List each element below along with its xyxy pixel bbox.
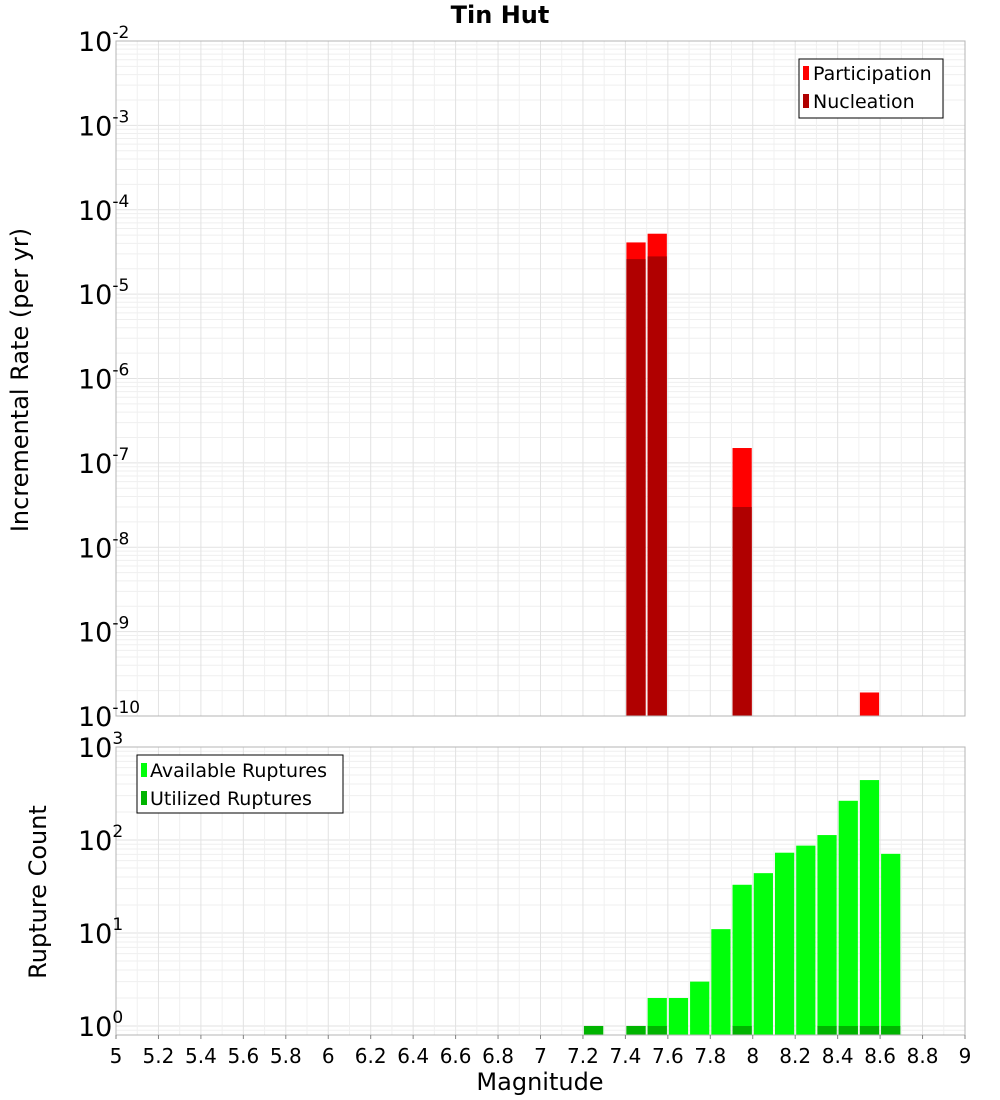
available-ruptures-bar [647, 997, 667, 1035]
rate-bars [626, 233, 880, 716]
available-ruptures-bar [859, 780, 880, 1035]
participation-legend-label: Participation [813, 63, 932, 85]
nucleation-legend-swatch [803, 94, 809, 108]
utilized-ruptures-bar [626, 1025, 646, 1035]
utilized-ruptures-bar [859, 1025, 880, 1035]
magnitude-x-tick-label: 8.8 [907, 1044, 939, 1068]
magnitude-x-tick-label: 9 [959, 1044, 972, 1068]
rate-y-tick-label: 10-8 [78, 529, 129, 564]
magnitude-x-tick-label: 8.4 [822, 1044, 854, 1068]
utilized-ruptures-bar [583, 1025, 604, 1035]
rate-y-tick-label: 10-4 [78, 192, 129, 227]
rate-legend: Participation Nucleation [798, 58, 944, 119]
magnitude-x-tick-label: 5.6 [227, 1044, 259, 1068]
available-ruptures-bar [796, 845, 816, 1035]
rate-grid [115, 41, 966, 717]
utilized-ruptures-bar [647, 1025, 667, 1035]
available-ruptures-bar [711, 929, 731, 1035]
available-ruptures-legend-label: Available Ruptures [150, 760, 327, 782]
nucleation-bar [647, 256, 667, 716]
available-ruptures-bar [690, 981, 710, 1035]
rate-y-axis-label: Incremental Rate (per yr) [6, 228, 34, 532]
count-bars [583, 780, 901, 1035]
magnitude-x-tick-labels: 5 5.2 5.4 5.6 5.8 6 6.2 6.4 6.6 6.8 7 7.2 7.4 7.6 7.8 8… [110, 1035, 972, 1068]
rate-y-tick-label: 10-10 [78, 698, 140, 733]
rupture-count-panel: 103 102 101 100 5 5.2 5.4 5.6 5.8 6 6.2 6.4 6.6 6.8 7… [24, 729, 971, 1096]
magnitude-x-tick-label: 6 [322, 1044, 335, 1068]
count-y-tick-label: 100 [78, 1008, 123, 1043]
count-y-tick-label: 101 [78, 915, 123, 950]
chart-title: Tin Hut [451, 1, 550, 29]
utilized-ruptures-bar [732, 1025, 752, 1035]
magnitude-x-tick-label: 8.6 [864, 1044, 896, 1068]
nucleation-legend-label: Nucleation [813, 91, 915, 113]
rate-y-tick-labels: 10-2 10-3 10-4 10-5 10-6 10-7 10-8 10-9 10-10 [78, 23, 140, 733]
available-ruptures-legend-swatch [141, 763, 147, 777]
nucleation-bar [626, 259, 646, 716]
rate-y-tick-label: 10-7 [78, 445, 129, 480]
available-ruptures-bar [817, 835, 837, 1035]
magnitude-x-tick-label: 6.6 [440, 1044, 472, 1068]
magnitude-x-tick-label: 7 [534, 1044, 547, 1068]
magnitude-x-tick-label: 6.2 [355, 1044, 387, 1068]
count-y-axis-label: Rupture Count [24, 805, 52, 979]
magnitude-x-tick-label: 6.4 [397, 1044, 429, 1068]
magnitude-x-axis-label: Magnitude [476, 1068, 603, 1096]
magnitude-x-tick-label: 7.4 [609, 1044, 641, 1068]
rate-legend-box [798, 58, 944, 119]
count-y-tick-labels: 103 102 101 100 [78, 729, 123, 1043]
rate-y-tick-label: 10-6 [78, 361, 129, 396]
magnitude-x-tick-label: 7.8 [694, 1044, 726, 1068]
rate-y-tick-label: 10-5 [78, 276, 129, 311]
rate-y-tick-label: 10-2 [78, 23, 129, 58]
utilized-ruptures-bar [881, 1025, 901, 1035]
count-y-tick-label: 103 [78, 729, 123, 764]
available-ruptures-bar [668, 997, 689, 1035]
magnitude-x-tick-label: 8.2 [779, 1044, 811, 1068]
available-ruptures-bar [838, 800, 858, 1035]
count-y-tick-label: 102 [78, 822, 123, 857]
utilized-ruptures-bar [838, 1025, 858, 1035]
magnitude-x-tick-label: 5.4 [185, 1044, 217, 1068]
magnitude-x-tick-label: 5.8 [270, 1044, 302, 1068]
available-ruptures-bar [881, 853, 901, 1035]
magnitude-x-tick-label: 6.8 [482, 1044, 514, 1068]
available-ruptures-bar [732, 884, 752, 1035]
count-legend-box [136, 754, 344, 814]
incremental-rate-panel: 10-2 10-3 10-4 10-5 10-6 10-7 10-8 10-9 10-10 In… [6, 23, 966, 733]
rate-plot-border [115, 40, 966, 717]
magnitude-x-tick-label: 8 [746, 1044, 759, 1068]
count-legend: Available Ruptures Utilized Ruptures [136, 754, 344, 814]
utilized-ruptures-legend-swatch [141, 791, 147, 805]
magnitude-x-tick-label: 7.6 [652, 1044, 684, 1068]
utilized-ruptures-bar [817, 1025, 837, 1035]
magnitude-x-tick-label: 5.2 [143, 1044, 175, 1068]
rate-y-tick-label: 10-3 [78, 107, 129, 142]
magnitude-x-tick-label: 5 [110, 1044, 123, 1068]
utilized-ruptures-legend-label: Utilized Ruptures [150, 788, 312, 810]
rate-y-tick-label: 10-9 [78, 614, 129, 649]
nucleation-bar [732, 506, 752, 716]
participation-bar [859, 692, 880, 716]
available-ruptures-bar [753, 873, 773, 1035]
magnitude-x-tick-label: 7.2 [567, 1044, 599, 1068]
available-ruptures-bar [774, 852, 795, 1035]
participation-legend-swatch [803, 66, 809, 80]
